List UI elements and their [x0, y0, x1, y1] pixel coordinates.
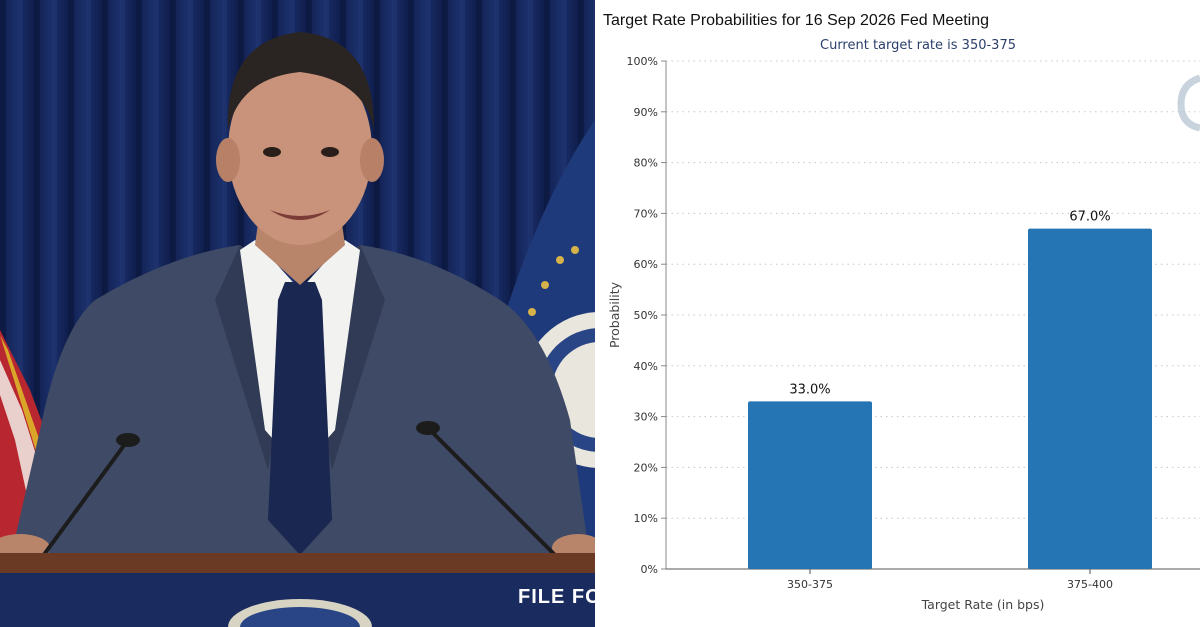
photo-illustration: FILE FO — [0, 0, 595, 627]
data-label-350-375: 33.0% — [789, 382, 830, 397]
x-tick-label-350-375: 350-375 — [787, 578, 833, 591]
microphone-right — [426, 426, 557, 557]
probability-bar-chart: Target Rate Probabilities for 16 Sep 202… — [603, 12, 1200, 612]
watermark-logo — [1177, 74, 1200, 132]
speaker-tie — [268, 282, 332, 555]
bar-375-400[interactable] — [1028, 228, 1152, 569]
y-tick-label: 70% — [634, 207, 658, 220]
y-tick-label: 50% — [634, 309, 658, 322]
y-tick-label: 60% — [634, 258, 658, 271]
y-tick-label: 40% — [634, 360, 658, 373]
microphone-left — [38, 438, 130, 562]
bars: 33.0% 67.0% — [748, 210, 1152, 569]
x-axis-label: Target Rate (in bps) — [921, 597, 1045, 612]
y-tick-label: 90% — [634, 106, 658, 119]
x-tick-labels: 350-375 375-400 — [787, 569, 1113, 591]
y-axis-label: Probability — [607, 281, 622, 348]
y-tick-label: 30% — [634, 411, 658, 424]
y-tick-label: 10% — [634, 512, 658, 525]
y-tick-label: 0% — [641, 563, 658, 576]
chart-title: Target Rate Probabilities for 16 Sep 202… — [603, 12, 989, 29]
press-conference-photo: FILE FO — [0, 0, 595, 627]
y-tick-label: 20% — [634, 461, 658, 474]
chart-panel: Target Rate Probabilities for 16 Sep 202… — [595, 0, 1200, 627]
y-tick-label: 80% — [634, 157, 658, 170]
y-tick-label: 100% — [627, 55, 658, 68]
podium-text: FILE FO — [518, 586, 595, 608]
y-tick-labels: 0% 10% 20% 30% 40% 50% 60% 70% 80% 90% 100% — [627, 55, 666, 576]
chart-subtitle: Current target rate is 350-375 — [820, 38, 1016, 53]
data-label-375-400: 67.0% — [1069, 210, 1110, 225]
speaker-head — [228, 55, 372, 245]
speaker-hair — [227, 32, 375, 130]
x-tick-label-375-400: 375-400 — [1067, 578, 1113, 591]
bar-350-375[interactable] — [748, 401, 872, 569]
podium-top — [0, 553, 595, 573]
